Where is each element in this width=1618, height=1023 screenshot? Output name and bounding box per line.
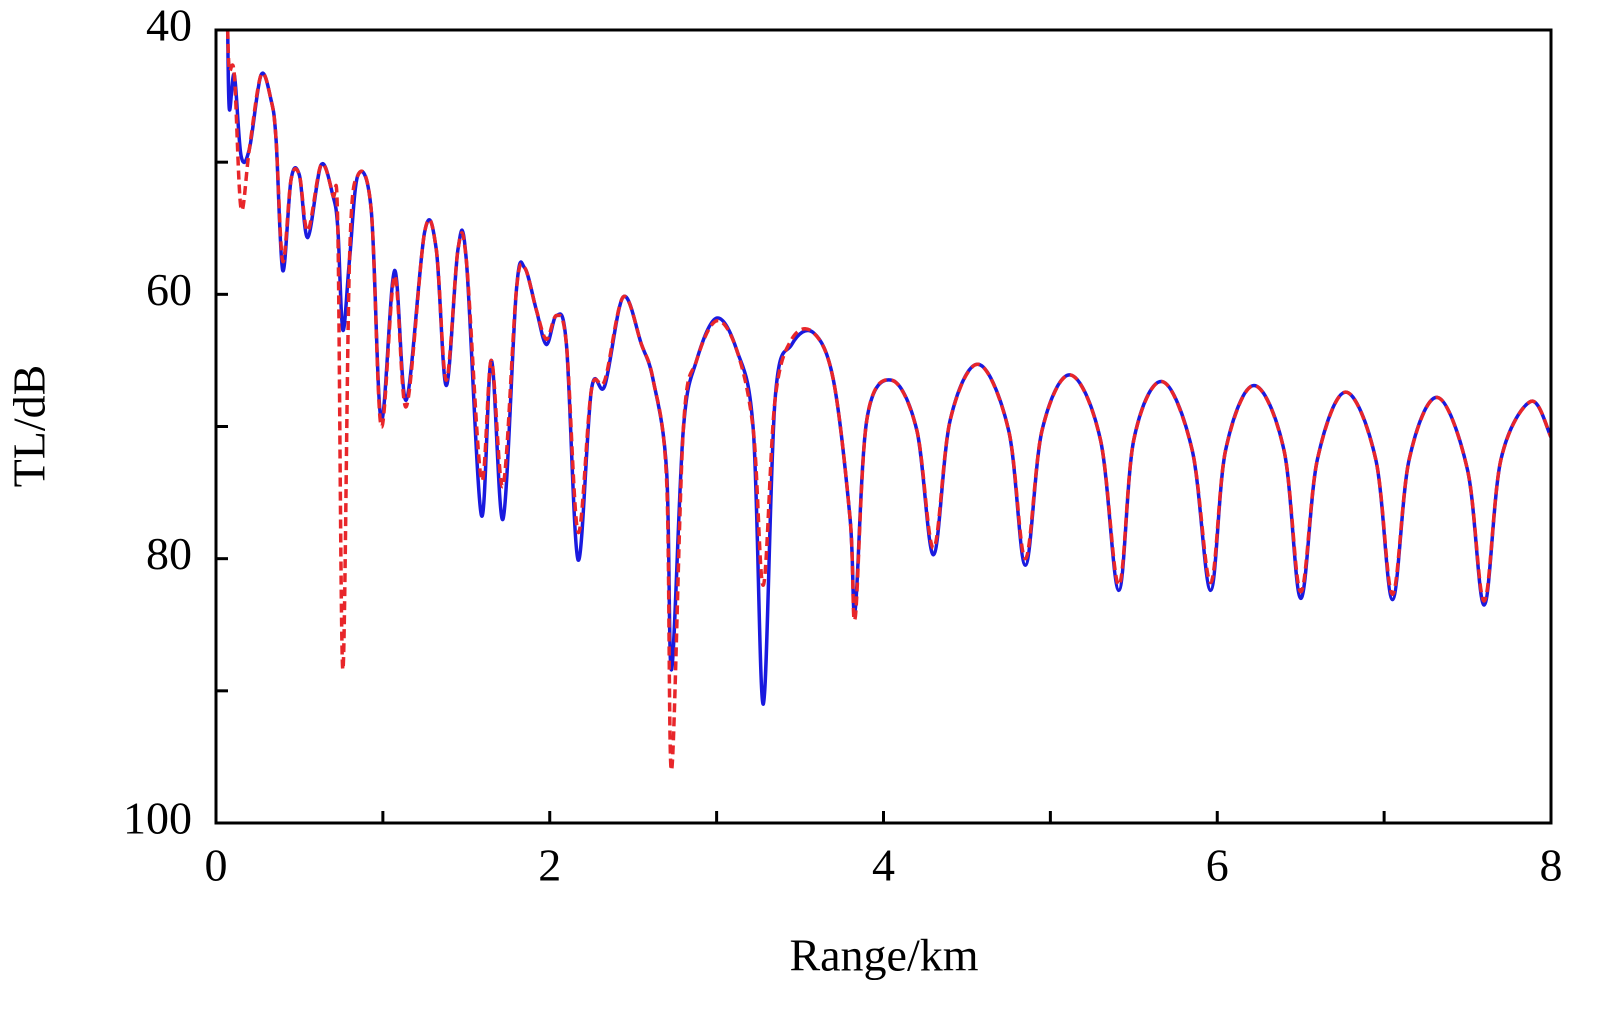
x-tick-label: 6	[1206, 840, 1229, 891]
x-tick-label: 2	[538, 840, 561, 891]
y-tick-label: 40	[146, 0, 192, 51]
x-axis-title: Range/km	[789, 930, 978, 981]
y-axis-title: TL/dB	[4, 365, 55, 488]
x-tick-label: 4	[872, 840, 895, 891]
plot-lines	[225, 30, 1551, 772]
series-line	[225, 30, 1551, 772]
y-tick-label: 60	[146, 264, 192, 315]
plot-frame	[214, 28, 1553, 825]
series-line	[225, 30, 1551, 706]
x-tick-label: 8	[1540, 840, 1563, 891]
y-tick-label: 80	[146, 528, 192, 579]
x-tick-label: 0	[205, 840, 228, 891]
y-tick-label: 100	[123, 793, 192, 844]
